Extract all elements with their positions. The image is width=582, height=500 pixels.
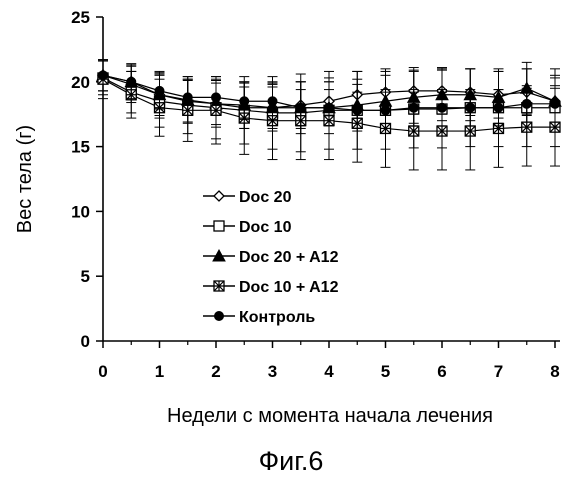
legend-label: Doc 20 + A12 bbox=[239, 249, 339, 266]
x-tick-label: 0 bbox=[98, 362, 107, 381]
legend-label: Doc 10 + A12 bbox=[239, 279, 339, 296]
legend-item: Doc 20 bbox=[203, 189, 292, 206]
x-tick-label: 7 bbox=[494, 362, 503, 381]
series-layer bbox=[97, 60, 561, 170]
y-tick-label: 5 bbox=[81, 267, 90, 286]
legend-label: Doc 20 bbox=[239, 189, 292, 206]
data-point bbox=[522, 122, 532, 132]
x-tick-label: 8 bbox=[550, 362, 559, 381]
marker-hatch bbox=[550, 122, 560, 132]
y-tick-label: 10 bbox=[71, 202, 90, 221]
marker-hatch bbox=[465, 126, 475, 136]
legend-marker bbox=[214, 281, 224, 291]
data-point bbox=[98, 70, 108, 80]
legend-item: Контроль bbox=[203, 309, 315, 326]
legend-marker bbox=[214, 221, 224, 231]
y-tick-label: 15 bbox=[71, 138, 90, 157]
data-point bbox=[409, 126, 419, 136]
data-point bbox=[409, 103, 419, 113]
x-tick-label: 1 bbox=[155, 362, 164, 381]
y-tick-label: 0 bbox=[81, 332, 90, 351]
x-tick-label: 4 bbox=[324, 362, 334, 381]
x-tick-label: 6 bbox=[437, 362, 446, 381]
legend-label: Doc 10 bbox=[239, 219, 292, 236]
y-tick-label: 20 bbox=[71, 73, 90, 92]
y-axis-title: Вес тела (г) bbox=[14, 125, 36, 233]
data-point bbox=[296, 103, 306, 113]
data-point bbox=[494, 103, 504, 113]
legend-marker bbox=[214, 311, 224, 321]
legend: Doc 20 Doc 10 Doc 20 + A12 Doc 10 + A12 Конт… bbox=[203, 189, 339, 326]
data-point bbox=[155, 86, 165, 96]
data-point bbox=[183, 92, 193, 102]
legend-marker bbox=[214, 191, 224, 201]
x-axis-title: Недели с момента начала лечения bbox=[167, 405, 493, 427]
data-point bbox=[550, 99, 560, 109]
x-ticks: 0 1 2 3 4 5 6 7 8 bbox=[98, 341, 559, 381]
data-point bbox=[352, 105, 362, 115]
figure-caption: Фиг.6 bbox=[0, 446, 582, 477]
x-tick-label: 3 bbox=[268, 362, 277, 381]
data-point bbox=[239, 96, 249, 106]
x-tick-label: 2 bbox=[211, 362, 220, 381]
legend-label: Контроль bbox=[239, 309, 315, 326]
data-point bbox=[126, 77, 136, 87]
marker-hatch bbox=[437, 126, 447, 136]
data-point bbox=[465, 126, 475, 136]
body-weight-chart: 0 5 10 15 20 25 0 1 2 3 4 5 6 7 8 Вес тела (г) Недели… bbox=[0, 0, 582, 440]
marker-hatch bbox=[214, 281, 224, 291]
data-point bbox=[522, 99, 532, 109]
data-point bbox=[437, 103, 447, 113]
legend-item: Doc 10 + A12 bbox=[203, 279, 339, 296]
data-point bbox=[324, 103, 334, 113]
data-point bbox=[268, 96, 278, 106]
x-tick-label: 5 bbox=[381, 362, 390, 381]
data-point bbox=[437, 126, 447, 136]
data-point bbox=[211, 92, 221, 102]
marker-hatch bbox=[522, 122, 532, 132]
data-point bbox=[550, 122, 560, 132]
marker-hatch bbox=[409, 126, 419, 136]
legend-item: Doc 20 + A12 bbox=[203, 249, 339, 266]
legend-item: Doc 10 bbox=[203, 219, 292, 236]
data-point bbox=[465, 103, 475, 113]
data-point bbox=[381, 105, 391, 115]
y-tick-label: 25 bbox=[71, 8, 90, 27]
